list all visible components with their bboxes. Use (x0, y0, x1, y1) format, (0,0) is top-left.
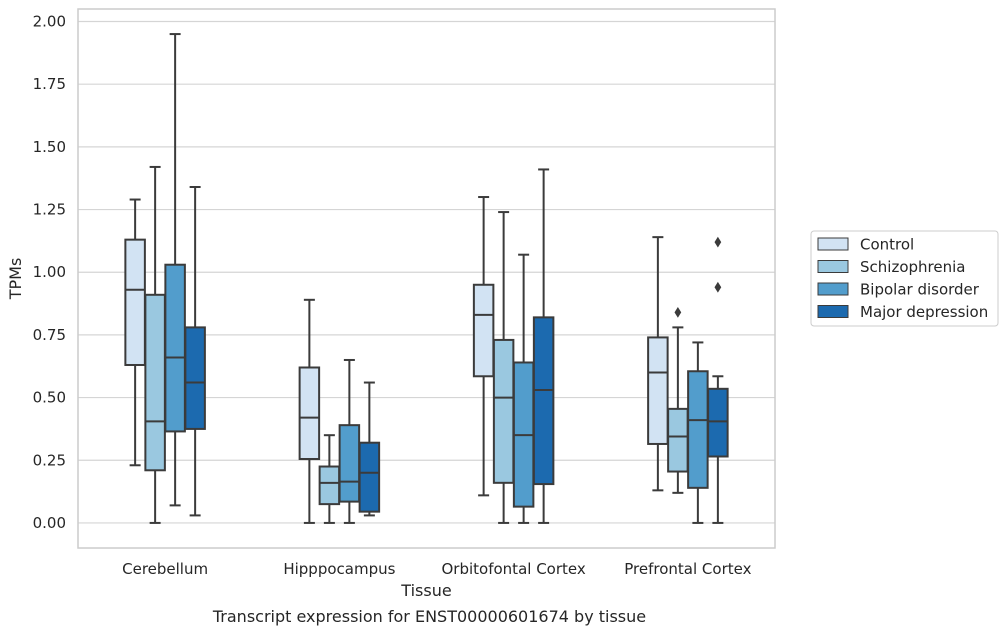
box-iqr (687, 370, 709, 489)
y-tick-label: 1.00 (33, 263, 66, 281)
box-iqr (318, 465, 341, 506)
box-iqr (184, 326, 206, 430)
y-tick-label: 1.50 (33, 138, 66, 156)
box-schizophrenia (492, 211, 515, 524)
box-control (472, 196, 495, 497)
box-iqr (298, 366, 321, 461)
x-axis-label: Tissue (400, 581, 451, 600)
legend-entry: Schizophrenia (860, 258, 965, 276)
x-tick-label: Cerebellum (122, 560, 208, 578)
x-tick-labels: Cerebellum Hipppocampus Orbitofontal Corte… (122, 560, 751, 578)
box-iqr (667, 407, 689, 473)
legend-swatch (817, 237, 849, 251)
x-tick-label: Prefrontal Cortex (624, 560, 751, 578)
x-tick-label: Orbitofontal Cortex (442, 560, 586, 578)
box-iqr (124, 238, 146, 366)
box-control (647, 236, 669, 492)
box-major-depression (358, 381, 381, 517)
legend-entry: Major depression (860, 303, 988, 321)
y-tick-label: 0.00 (33, 514, 66, 532)
outlier-point (674, 306, 682, 318)
legend-swatch (817, 260, 849, 273)
y-tick-label: 1.75 (33, 75, 66, 93)
box-major-depression (184, 185, 206, 517)
box-iqr (144, 293, 166, 472)
legend-entry: Control (860, 236, 914, 254)
y-tick-label: 1.25 (33, 201, 66, 219)
box-iqr (707, 387, 729, 458)
legend-frame (810, 230, 999, 327)
y-tick-label: 0.25 (33, 451, 66, 469)
box-iqr (472, 283, 495, 378)
plot-frame (77, 8, 776, 549)
box-control (298, 298, 321, 524)
x-tick-label: Hipppocampus (283, 560, 395, 578)
box-major-depression (707, 236, 729, 524)
legend-swatch (817, 305, 849, 318)
y-tick-label: 0.75 (33, 326, 66, 344)
box-bipolar-disorder (512, 253, 535, 524)
box-iqr (492, 338, 515, 484)
box-bipolar-disorder (687, 341, 709, 524)
box-major-depression (532, 168, 555, 524)
box-bipolar-disorder (164, 33, 186, 507)
y-tick-labels: 0.00 0.25 0.50 0.75 1.00 1.25 1.50 1.75 2.00 (33, 13, 66, 532)
y-axis-label: TPMs (6, 258, 25, 301)
box-schizophrenia (667, 306, 689, 494)
box-schizophrenia (318, 434, 341, 524)
box-iqr (647, 336, 669, 445)
legend: Control Schizophrenia Bipolar disorder Majo… (810, 230, 999, 327)
outlier-point (714, 236, 722, 248)
outlier-point (714, 281, 722, 293)
box-control (124, 198, 146, 467)
y-tick-label: 2.00 (33, 13, 66, 31)
box-schizophrenia (144, 165, 166, 524)
legend-swatch (817, 282, 849, 296)
box-iqr (358, 441, 381, 513)
legend-entry: Bipolar disorder (860, 281, 980, 299)
box-iqr (164, 263, 186, 433)
y-tick-label: 0.50 (33, 389, 66, 407)
box-iqr (532, 316, 555, 486)
chart-caption: Transcript expression for ENST0000060167… (212, 607, 646, 626)
box-bipolar-disorder (338, 358, 361, 524)
boxes (124, 33, 729, 524)
box-iqr (338, 424, 361, 503)
